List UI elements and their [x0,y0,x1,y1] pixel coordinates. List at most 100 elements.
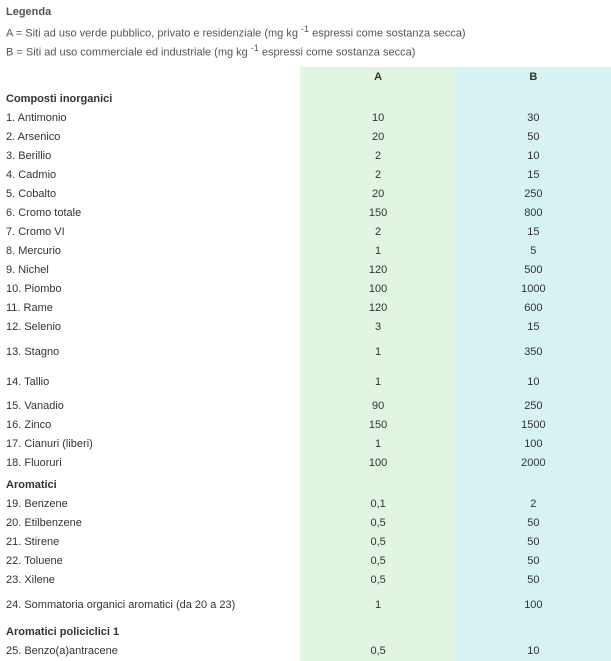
section-header: Aromatici [0,473,611,495]
table-row: 5. Cobalto20250 [0,185,611,204]
row-value-a: 100 [300,280,455,299]
table-row: 15. Vanadio90250 [0,397,611,416]
row-value-b: 50 [456,552,611,571]
row-label: 3. Berillio [0,147,300,166]
row-value-b: 50 [456,514,611,533]
row-label: 6. Cromo totale [0,204,300,223]
table-row: 22. Toluene0,550 [0,552,611,571]
legend-line-b: B = Siti ad uso commerciale ed industria… [6,42,605,61]
table-row: 3. Berillio210 [0,147,611,166]
row-value-a: 1 [300,367,455,397]
row-value-a: 20 [300,128,455,147]
table-row: 20. Etilbenzene0,550 [0,514,611,533]
row-label: 21. Stirene [0,533,300,552]
row-value-b: 10 [456,642,611,661]
row-value-b: 500 [456,261,611,280]
table-row: 24. Sommatoria organici aromatici (da 20… [0,590,611,620]
row-label: 10. Piombo [0,280,300,299]
row-value-a: 10 [300,109,455,128]
row-label: 8. Mercurio [0,242,300,261]
table-header-row: A B [0,67,611,87]
row-value-b: 15 [456,223,611,242]
row-value-a: 0,5 [300,514,455,533]
row-value-a: 0,1 [300,495,455,514]
row-value-a: 0,5 [300,552,455,571]
row-value-b: 50 [456,128,611,147]
table-row: 13. Stagno1350 [0,337,611,367]
row-label: 16. Zinco [0,416,300,435]
header-col-b: B [456,67,611,87]
row-value-b: 10 [456,147,611,166]
row-label: 23. Xilene [0,571,300,590]
row-value-a: 0,5 [300,642,455,661]
row-value-a: 1 [300,435,455,454]
table-row: 7. Cromo VI215 [0,223,611,242]
table-body: Composti inorganici1. Antimonio10302. Ar… [0,87,611,661]
section-header: Composti inorganici [0,87,611,109]
table-row: 25. Benzo(a)antracene0,510 [0,642,611,661]
row-label: 1. Antimonio [0,109,300,128]
row-value-b: 15 [456,166,611,185]
section-spacer-b [456,87,611,109]
threshold-table: A B Composti inorganici1. Antimonio10302… [0,67,611,661]
row-label: 24. Sommatoria organici aromatici (da 20… [0,590,300,620]
row-value-b: 50 [456,571,611,590]
row-label: 19. Benzene [0,495,300,514]
table-row: 21. Stirene0,550 [0,533,611,552]
table-row: 6. Cromo totale150800 [0,204,611,223]
row-value-b: 250 [456,185,611,204]
row-value-b: 600 [456,299,611,318]
row-value-a: 100 [300,454,455,473]
row-value-b: 350 [456,337,611,367]
table-row: 1. Antimonio1030 [0,109,611,128]
row-value-b: 10 [456,367,611,397]
row-label: 15. Vanadio [0,397,300,416]
section-header: Aromatici policiclici 1 [0,620,611,642]
row-value-b: 100 [456,435,611,454]
row-value-b: 2 [456,495,611,514]
row-label: 14. Tallio [0,367,300,397]
table-row: 4. Cadmio215 [0,166,611,185]
section-spacer-b [456,473,611,495]
row-label: 11. Rame [0,299,300,318]
section-spacer-a [300,473,455,495]
table-row: 19. Benzene0,12 [0,495,611,514]
row-label: 12. Selenio [0,318,300,337]
row-value-b: 2000 [456,454,611,473]
table-row: 8. Mercurio15 [0,242,611,261]
row-value-a: 20 [300,185,455,204]
legend-b-post: espressi come sostanza secca) [259,46,416,58]
section-spacer-b [456,620,611,642]
row-value-a: 3 [300,318,455,337]
row-value-b: 800 [456,204,611,223]
row-label: 9. Nichel [0,261,300,280]
row-value-a: 120 [300,299,455,318]
row-value-a: 0,5 [300,533,455,552]
table-row: 16. Zinco1501500 [0,416,611,435]
row-value-b: 1000 [456,280,611,299]
row-label: 4. Cadmio [0,166,300,185]
table-row: 14. Tallio110 [0,367,611,397]
section-title: Aromatici policiclici 1 [0,620,300,642]
row-value-a: 90 [300,397,455,416]
row-label: 5. Cobalto [0,185,300,204]
row-value-b: 5 [456,242,611,261]
row-value-b: 30 [456,109,611,128]
table-row: 17. Cianuri (liberi)1100 [0,435,611,454]
row-value-a: 2 [300,147,455,166]
legend-b-sup: -1 [251,43,259,53]
legend-line-a: A = Siti ad uso verde pubblico, privato … [6,23,605,42]
row-value-a: 1 [300,590,455,620]
row-value-b: 1500 [456,416,611,435]
row-label: 7. Cromo VI [0,223,300,242]
row-value-b: 50 [456,533,611,552]
legend-a-post: espressi come sostanza secca) [309,27,466,39]
section-title: Aromatici [0,473,300,495]
legend-box: Legenda A = Siti ad uso verde pubblico, … [0,0,611,67]
row-label: 2. Arsenico [0,128,300,147]
table-row: 12. Selenio315 [0,318,611,337]
row-label: 13. Stagno [0,337,300,367]
legend-b-pre: B = Siti ad uso commerciale ed industria… [6,46,251,58]
row-label: 25. Benzo(a)antracene [0,642,300,661]
row-value-a: 150 [300,416,455,435]
